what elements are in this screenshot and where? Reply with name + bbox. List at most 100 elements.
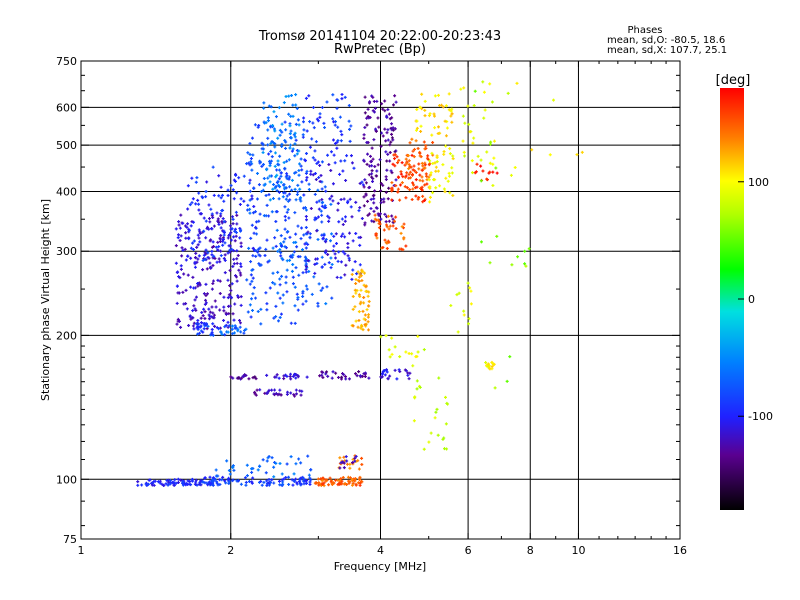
scatter-point bbox=[448, 174, 452, 178]
y-tick-label: 100 bbox=[56, 473, 77, 486]
scatter-point bbox=[232, 468, 236, 472]
scatter-point bbox=[351, 239, 355, 243]
scatter-point bbox=[367, 304, 371, 308]
scatter-point bbox=[443, 119, 447, 123]
scatter-point bbox=[347, 377, 351, 381]
scatter-point bbox=[278, 296, 282, 300]
scatter-point bbox=[225, 459, 229, 463]
scatter-point bbox=[350, 461, 354, 465]
scatter-point bbox=[174, 244, 178, 248]
scatter-point bbox=[360, 456, 364, 460]
scatter-point bbox=[414, 178, 418, 182]
scatter-point bbox=[198, 231, 202, 235]
scatter-point bbox=[156, 480, 160, 484]
scatter-point bbox=[304, 178, 308, 182]
scatter-point bbox=[273, 388, 277, 392]
scatter-point bbox=[215, 480, 219, 484]
scatter-point bbox=[206, 256, 210, 260]
scatter-point bbox=[416, 350, 420, 354]
scatter-point bbox=[232, 235, 236, 239]
scatter-point bbox=[450, 120, 454, 124]
scatter-point bbox=[188, 480, 192, 484]
scatter-point bbox=[441, 437, 445, 441]
scatter-point bbox=[298, 196, 302, 200]
scatter-point bbox=[279, 251, 283, 255]
scatter-point bbox=[240, 376, 244, 380]
scatter-point bbox=[238, 236, 242, 240]
scatter-point bbox=[345, 462, 349, 466]
scatter-point bbox=[250, 223, 254, 227]
scatter-point bbox=[393, 127, 397, 131]
scatter-point bbox=[248, 178, 252, 182]
scatter-point bbox=[353, 288, 357, 292]
scatter-point bbox=[451, 194, 455, 198]
scatter-point bbox=[258, 263, 262, 267]
scatter-point bbox=[272, 481, 276, 485]
scatter-point bbox=[327, 216, 331, 220]
scatter-point bbox=[204, 195, 208, 199]
scatter-point bbox=[447, 92, 451, 96]
scatter-point bbox=[280, 122, 284, 126]
scatter-point bbox=[178, 239, 182, 243]
scatter-point bbox=[232, 249, 236, 253]
scatter-point bbox=[358, 272, 362, 276]
scatter-point bbox=[210, 253, 214, 257]
scatter-point bbox=[347, 119, 351, 123]
scatter-point bbox=[349, 124, 353, 128]
scatter-point bbox=[373, 106, 377, 110]
scatter-point bbox=[385, 225, 389, 229]
scatter-point bbox=[191, 220, 195, 224]
scatter-point bbox=[360, 216, 364, 220]
scatter-point bbox=[343, 235, 347, 239]
scatter-point bbox=[251, 246, 255, 250]
scatter-point bbox=[234, 234, 238, 238]
scatter-point bbox=[414, 170, 418, 174]
scatter-point bbox=[201, 330, 205, 334]
scatter-point bbox=[392, 219, 396, 223]
scatter-point bbox=[386, 214, 390, 218]
scatter-point bbox=[249, 157, 253, 161]
scatter-point bbox=[384, 241, 388, 245]
scatter-point bbox=[383, 127, 387, 131]
scatter-point bbox=[357, 467, 361, 471]
scatter-point bbox=[354, 277, 358, 281]
scatter-point bbox=[367, 376, 371, 380]
scatter-point bbox=[191, 316, 195, 320]
scatter-point bbox=[377, 125, 381, 129]
scatter-point bbox=[246, 203, 250, 207]
scatter-point bbox=[283, 215, 287, 218]
scatter-point bbox=[235, 257, 239, 261]
scatter-point bbox=[367, 300, 371, 304]
scatter-point bbox=[264, 194, 268, 198]
scatter-point bbox=[294, 198, 298, 202]
scatter-point bbox=[255, 232, 259, 236]
scatter-point bbox=[300, 389, 304, 393]
scatter-point bbox=[336, 478, 340, 482]
scatter-point bbox=[481, 80, 485, 84]
scatter-point bbox=[187, 482, 191, 486]
scatter-point bbox=[300, 248, 304, 252]
scatter-point bbox=[309, 207, 313, 211]
scatter-point bbox=[435, 154, 439, 158]
scatter-point bbox=[215, 211, 219, 215]
scatter-point bbox=[383, 99, 387, 103]
scatter-point bbox=[251, 268, 255, 272]
scatter-point bbox=[275, 173, 279, 177]
scatter-point bbox=[294, 103, 298, 107]
scatter-point bbox=[304, 96, 308, 100]
scatter-point bbox=[280, 274, 284, 278]
scatter-point bbox=[316, 237, 320, 241]
scatter-point bbox=[370, 146, 374, 150]
scatter-point bbox=[231, 265, 235, 269]
scatter-point bbox=[294, 376, 298, 380]
scatter-point bbox=[218, 478, 222, 482]
scatter-point bbox=[272, 316, 276, 320]
scatter-point bbox=[246, 151, 250, 155]
scatter-point bbox=[285, 259, 289, 263]
scatter-point bbox=[187, 227, 191, 231]
scatter-point bbox=[342, 466, 346, 470]
scatter-point bbox=[280, 256, 284, 260]
scatter-point bbox=[362, 296, 366, 300]
scatter-point bbox=[294, 462, 298, 466]
scatter-point bbox=[245, 463, 249, 467]
